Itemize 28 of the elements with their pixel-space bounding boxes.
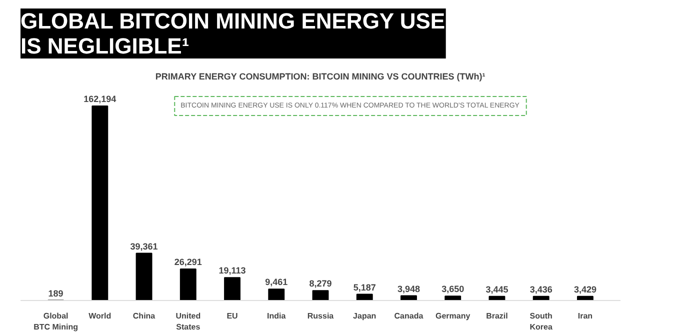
x-tick-label: China <box>132 312 156 320</box>
data-label: 3,429 <box>574 284 596 294</box>
x-tick-label: Germany <box>436 312 471 320</box>
x-tick-label: Japan <box>353 312 376 320</box>
data-label: 3,948 <box>397 284 420 294</box>
chart-subtitle: PRIMARY ENERGY CONSUMPTION: BITCOIN MINING VS COUNTRIES (TWh)¹ <box>155 72 486 82</box>
data-label: 9,461 <box>265 277 288 288</box>
x-tick-label: Global BTC Mining <box>34 312 78 332</box>
x-tick-label: United States <box>176 312 201 332</box>
x-tick-label: Brazil <box>486 312 508 320</box>
data-label: 39,361 <box>130 241 158 252</box>
data-label: 162,194 <box>84 94 116 104</box>
x-tick-label: Iran <box>578 312 593 320</box>
data-label: 3,445 <box>486 284 508 294</box>
data-label: 8,279 <box>309 278 332 289</box>
data-label: 3,650 <box>442 284 464 294</box>
x-tick-label: World <box>88 312 112 320</box>
data-label: 5,187 <box>353 282 376 292</box>
x-tick-label: Canada <box>394 312 424 320</box>
data-label: 189 <box>48 288 64 298</box>
data-label: 26,291 <box>174 256 202 267</box>
x-tick-label: Russia <box>307 312 334 320</box>
data-label: 19,113 <box>218 266 246 276</box>
x-tick-label: South Korea <box>530 312 553 332</box>
data-label: 3,436 <box>530 284 552 294</box>
chart-title: GLOBAL BITCOIN MINING ENERGY USE IS NEGLIGIBLE¹ <box>20 8 446 58</box>
x-tick-label: India <box>267 312 286 320</box>
x-tick-label: EU <box>226 312 238 320</box>
